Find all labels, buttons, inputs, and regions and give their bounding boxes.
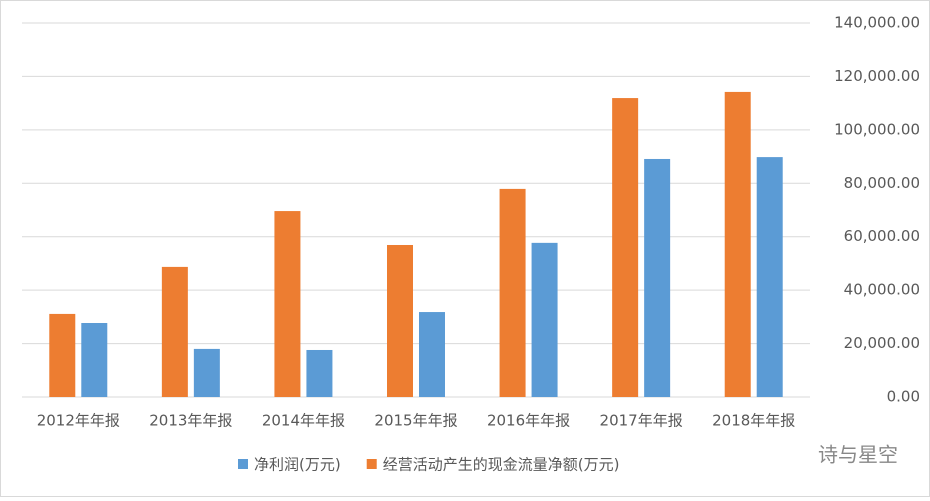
legend-swatch <box>366 459 377 469</box>
bar <box>274 211 301 397</box>
y-tick-label: 0.00 <box>887 388 920 406</box>
y-tick-label: 20,000.00 <box>844 334 920 352</box>
x-tick-label: 2015年年报 <box>374 412 457 430</box>
bar <box>161 266 188 397</box>
bar <box>644 158 671 397</box>
x-tick-label: 2017年年报 <box>600 412 683 430</box>
bar <box>49 313 76 397</box>
bar <box>499 188 526 397</box>
y-tick-label: 40,000.00 <box>844 281 920 299</box>
x-tick-label: 2016年年报 <box>487 412 570 430</box>
y-tick-label: 60,000.00 <box>844 227 920 245</box>
y-tick-label: 80,000.00 <box>844 174 920 192</box>
x-tick-label: 2014年年报 <box>262 412 345 430</box>
y-tick-label: 100,000.00 <box>834 120 920 138</box>
x-tick-label: 2013年年报 <box>149 412 232 430</box>
watermark: 诗与星空 <box>818 443 898 467</box>
bar <box>81 323 108 397</box>
y-tick-label: 120,000.00 <box>834 67 920 85</box>
x-tick-label: 2018年年报 <box>712 412 795 430</box>
x-tick-label: 2012年年报 <box>37 412 120 430</box>
bar <box>419 312 445 397</box>
legend-label: 经营活动产生的现金流量净额(万元) <box>383 456 620 474</box>
bar <box>306 349 333 397</box>
bar <box>193 348 220 397</box>
legend-label: 净利润(万元) <box>254 456 341 474</box>
bar <box>612 98 639 398</box>
y-tick-label: 140,000.00 <box>834 14 920 32</box>
bar <box>756 157 783 397</box>
bar <box>387 244 413 397</box>
legend-swatch <box>238 459 248 469</box>
bar <box>724 91 751 398</box>
bar <box>531 242 558 397</box>
